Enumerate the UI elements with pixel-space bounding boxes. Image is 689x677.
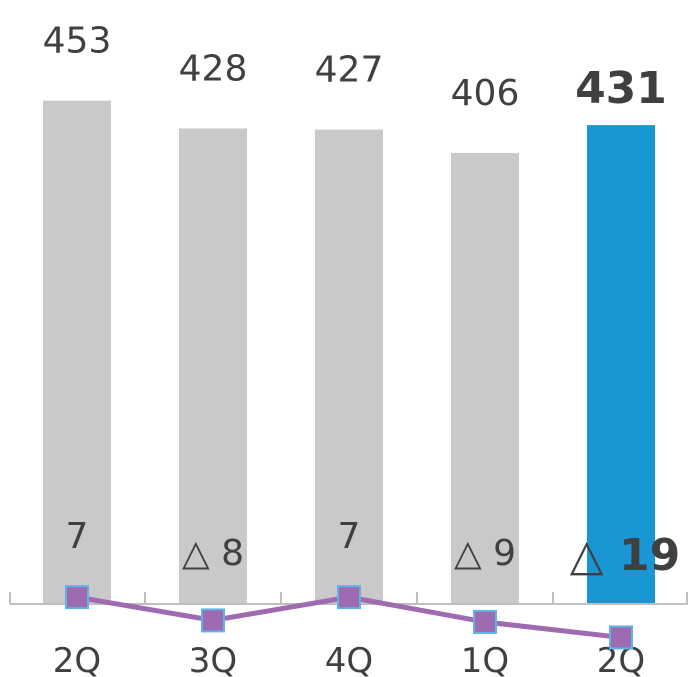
bar-value-label: 406 [451, 73, 520, 114]
line-value-label: 7 [338, 516, 361, 557]
bar [43, 100, 111, 605]
line-value-label: △ 9 [454, 533, 516, 574]
line-marker [609, 625, 633, 650]
data-labels: 453 428 427 406 431 7 △ 8 7 △ 9 △ 19 [43, 21, 681, 581]
x-tick-label: 3Q [189, 641, 237, 677]
line-marker [201, 608, 225, 633]
x-tick-label: 1Q [461, 641, 509, 677]
x-tick-label: 4Q [325, 641, 373, 677]
line-marker [65, 585, 89, 610]
bar-value-label: 453 [43, 21, 112, 62]
bar [315, 129, 383, 604]
line-marker [473, 609, 497, 634]
bar-value-label: 431 [575, 63, 667, 114]
line-series [65, 585, 633, 650]
bar-series [43, 100, 655, 605]
bar-highlight [587, 125, 655, 604]
x-tick-label: 2Q [53, 641, 101, 677]
bar-value-label: 427 [315, 50, 384, 91]
bar [451, 152, 519, 604]
line-value-label: 7 [66, 516, 89, 557]
x-axis: 2Q 3Q 4Q 1Q 2Q [9, 592, 688, 677]
bar [179, 128, 247, 604]
line-value-label: △ 19 [570, 530, 680, 581]
line-marker [337, 585, 361, 610]
line-value-label: △ 8 [182, 533, 244, 574]
bar-value-label: 428 [179, 48, 248, 89]
